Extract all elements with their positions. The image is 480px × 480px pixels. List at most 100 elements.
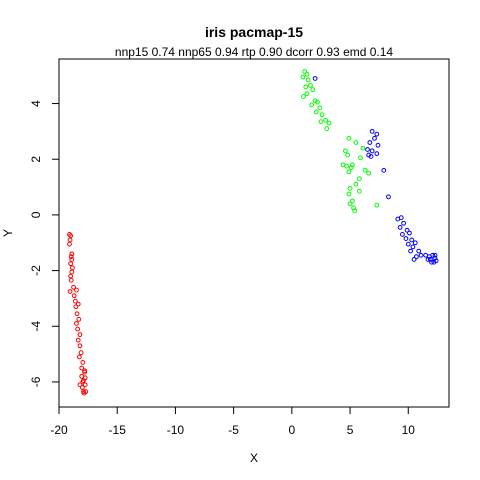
data-point	[411, 257, 417, 262]
data-point	[349, 162, 355, 168]
data-point	[345, 152, 351, 158]
data-point	[346, 169, 352, 175]
data-point	[342, 148, 348, 154]
data-point	[433, 258, 439, 264]
data-point	[304, 71, 310, 77]
data-point	[410, 244, 416, 250]
x-tick-label: -20	[50, 423, 68, 437]
data-point	[414, 254, 419, 260]
x-tick-label: 0	[288, 423, 295, 437]
data-point	[386, 194, 391, 200]
data-point	[432, 252, 438, 258]
data-point	[77, 343, 83, 349]
data-point	[75, 337, 81, 343]
data-point	[358, 155, 363, 161]
data-point	[303, 84, 309, 90]
data-point	[77, 382, 83, 388]
data-point	[69, 257, 75, 262]
data-point	[77, 332, 83, 338]
data-point	[305, 77, 311, 83]
data-point	[344, 163, 349, 169]
data-point	[326, 120, 332, 126]
y-tick-label: 2	[29, 156, 43, 163]
data-point	[310, 87, 316, 93]
data-point	[403, 236, 409, 241]
data-point	[79, 365, 85, 371]
data-point	[366, 170, 372, 176]
data-point	[425, 257, 431, 262]
x-tick-label: 10	[402, 423, 416, 437]
y-tick-label: -2	[29, 265, 43, 276]
data-point	[80, 379, 86, 385]
data-point	[346, 191, 352, 197]
data-point	[67, 237, 73, 243]
data-point	[356, 176, 362, 182]
y-tick-label: 0	[29, 211, 43, 218]
data-point	[69, 265, 75, 271]
data-point	[82, 382, 88, 388]
data-point	[407, 230, 412, 236]
data-point	[418, 252, 424, 258]
data-point	[427, 257, 433, 262]
data-point	[432, 255, 438, 261]
data-point	[404, 227, 410, 233]
data-point	[74, 287, 79, 293]
data-point	[398, 215, 404, 221]
x-tick-label: -5	[228, 423, 239, 437]
x-tick-label: -15	[109, 423, 127, 437]
data-point	[349, 198, 355, 204]
data-point	[374, 151, 380, 157]
data-point	[347, 186, 353, 191]
data-point	[372, 135, 377, 141]
data-point	[71, 284, 76, 290]
data-point	[304, 91, 310, 97]
data-point	[317, 105, 323, 111]
data-point	[78, 350, 84, 356]
data-point	[365, 147, 370, 152]
data-point	[74, 321, 79, 326]
data-point	[429, 259, 434, 265]
data-point	[324, 126, 330, 132]
data-point	[412, 240, 418, 246]
x-tick-label: -10	[167, 423, 185, 437]
data-point	[313, 109, 319, 115]
data-point	[75, 301, 81, 307]
data-point	[79, 385, 85, 390]
data-point	[360, 145, 366, 151]
data-point	[323, 117, 328, 123]
data-point	[76, 354, 82, 360]
data-point	[409, 237, 415, 243]
data-point	[369, 148, 375, 154]
data-point	[381, 167, 387, 173]
data-point	[312, 76, 318, 81]
data-point	[374, 131, 380, 137]
data-point	[69, 251, 75, 257]
data-point	[68, 277, 74, 283]
data-point	[400, 231, 405, 237]
data-point	[351, 205, 356, 211]
y-tick-label: 4	[29, 100, 43, 107]
data-point	[346, 135, 352, 141]
data-point	[68, 261, 74, 267]
data-point	[309, 102, 315, 108]
data-point	[368, 154, 374, 159]
data-point	[74, 311, 80, 317]
data-point	[356, 188, 362, 194]
data-point	[80, 360, 86, 365]
data-point	[72, 298, 78, 304]
data-point	[319, 112, 325, 118]
data-point	[362, 167, 368, 173]
data-point	[300, 74, 306, 80]
data-point	[352, 208, 358, 214]
data-point	[416, 248, 422, 254]
x-axis-label: X	[250, 451, 258, 465]
data-point	[69, 269, 75, 275]
data-point	[347, 201, 353, 207]
data-point	[71, 293, 77, 299]
data-point	[81, 390, 87, 396]
x-tick-label: 5	[347, 423, 354, 437]
data-point	[82, 375, 88, 381]
chart-title: iris pacmap-15	[205, 24, 303, 40]
